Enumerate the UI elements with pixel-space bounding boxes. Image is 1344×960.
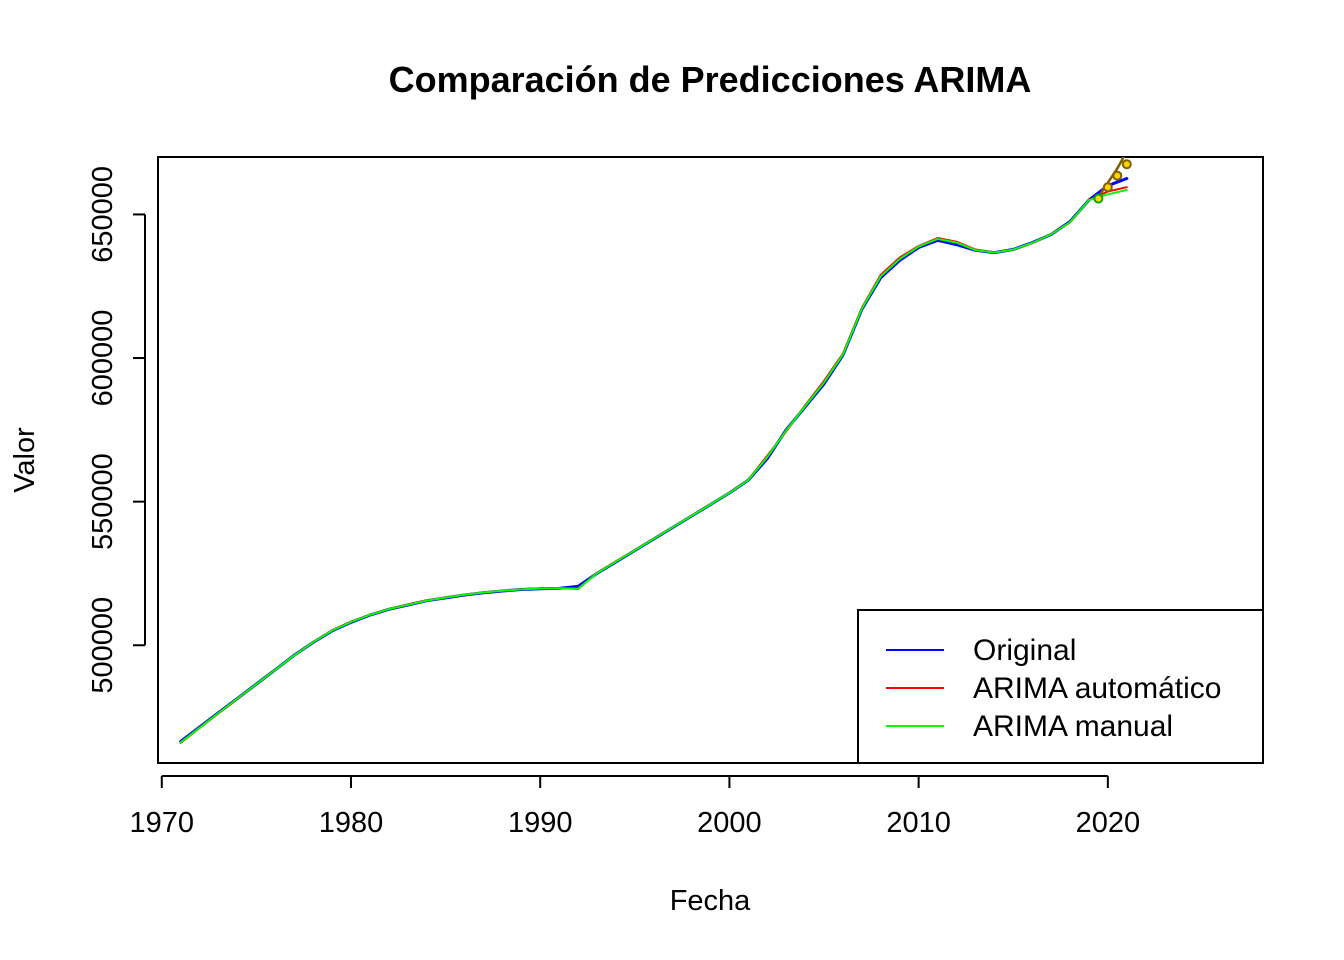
forecast-markers <box>1093 159 1132 204</box>
y-tick-label: 650000 <box>87 166 119 263</box>
x-tick-label: 2020 <box>1076 807 1141 839</box>
series-layer <box>179 157 1129 744</box>
forecast-point <box>1112 170 1123 181</box>
y-axis-label: Valor <box>9 427 41 493</box>
legend-label-arima-manual: ARIMA manual <box>973 710 1173 743</box>
y-tick-label: 500000 <box>87 597 119 694</box>
series-line-2 <box>179 189 1128 744</box>
x-tick-label: 1990 <box>508 807 573 839</box>
x-axis-label: Fecha <box>670 885 751 917</box>
legend-box <box>857 609 1264 764</box>
x-tick-label: 1980 <box>319 807 384 839</box>
x-tick-label: 2000 <box>697 807 762 839</box>
forecast-point <box>1093 193 1104 204</box>
legend: Original ARIMA automático ARIMA manual <box>857 609 1264 764</box>
forecast-point <box>1102 182 1113 193</box>
forecast-point <box>1121 159 1132 170</box>
x-tick-label: 2010 <box>886 807 951 839</box>
y-axis-ticks: 500000 550000 600000 650000 <box>87 166 145 694</box>
x-tick-label: 1970 <box>130 807 195 839</box>
chart-title: Comparación de Predicciones ARIMA <box>389 59 1032 100</box>
x-axis-ticks: 1970 1980 1990 2000 2010 2020 <box>130 776 1141 839</box>
legend-label-original: Original <box>973 634 1076 667</box>
plot-area-frame <box>157 156 1264 764</box>
legend-label-arima-automatico: ARIMA automático <box>973 672 1221 705</box>
y-tick-label: 550000 <box>87 453 119 550</box>
y-tick-label: 600000 <box>87 310 119 407</box>
